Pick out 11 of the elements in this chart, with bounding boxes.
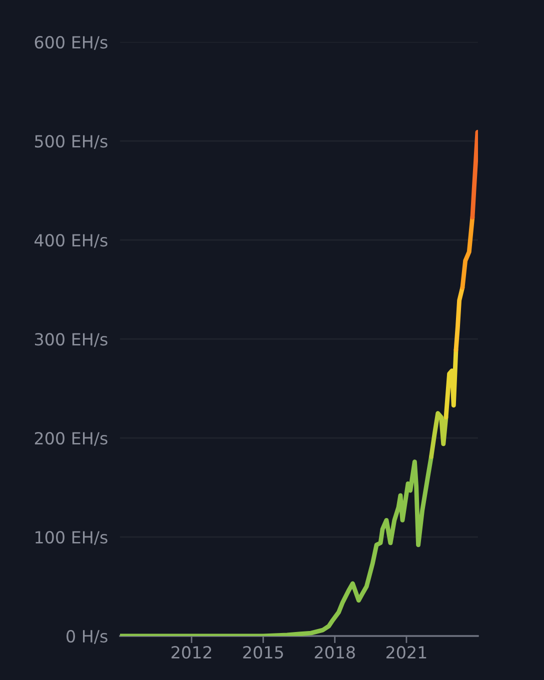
y-tick-label: 300 EH/s [35,332,108,347]
y-tick-label: 200 EH/s [34,432,108,446]
y-tick-label: 600 EH/s [34,36,108,50]
y-tick-label: 0 H/s [66,630,108,644]
y-tick-label: 400 EH/s [34,234,108,248]
y-tick-label: 500 EH/s [35,134,108,149]
x-tick-label: 2012 [172,646,212,659]
x-tick-label: 2021 [386,646,426,659]
y-tick-label: 100 EH/s [36,530,108,545]
x-tick-label: 2018 [314,646,355,659]
x-tick-label: 2015 [243,646,283,659]
